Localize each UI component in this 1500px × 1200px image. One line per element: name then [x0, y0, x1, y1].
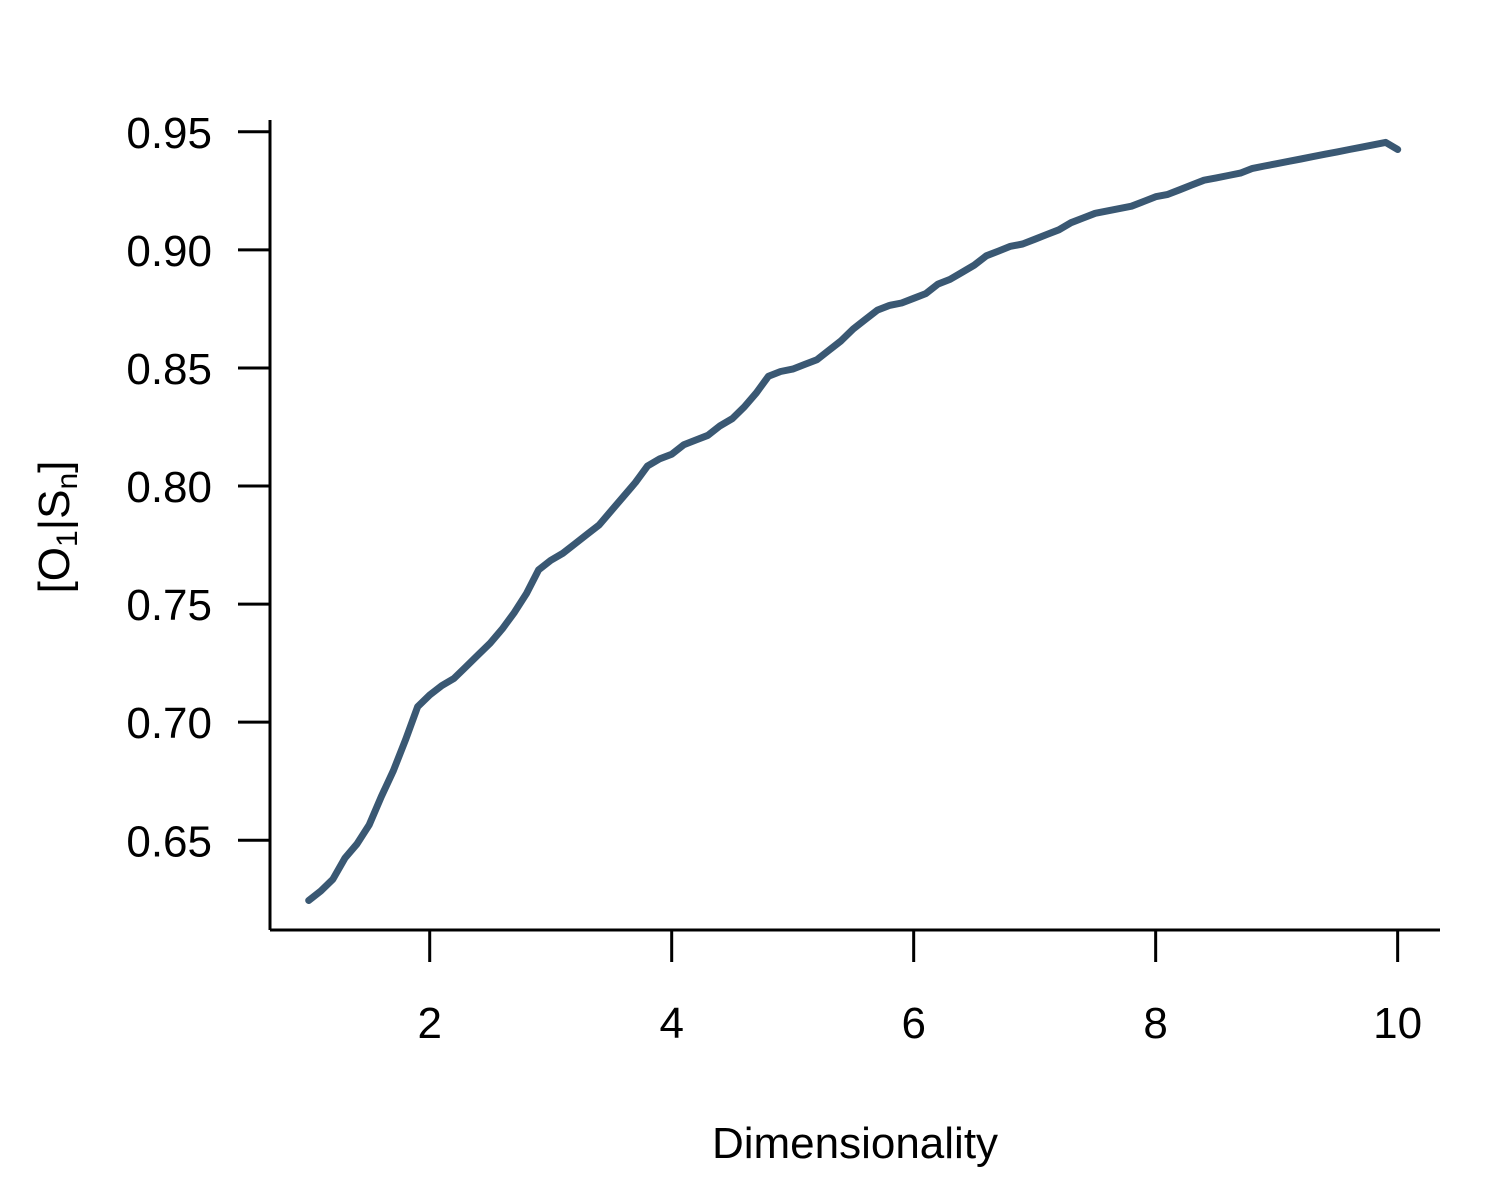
y-axis-title: [O1|Sn]	[30, 461, 84, 594]
x-tick-label: 4	[659, 999, 683, 1048]
y-tick-label: 0.75	[126, 581, 212, 630]
series-line	[305, 138, 1402, 904]
x-tick-label: 2	[417, 999, 441, 1048]
y-tick-label: 0.70	[126, 699, 212, 748]
y-axis-title-sub2: n	[51, 473, 84, 490]
x-tick-label: 6	[901, 999, 925, 1048]
y-tick-label: 0.95	[126, 109, 212, 158]
y-axis-title-sub1: 1	[51, 530, 84, 547]
x-ticks: 2 4 6 8 10	[417, 930, 1422, 1048]
y-tick-label: 0.80	[126, 463, 212, 512]
y-tick-label: 0.90	[126, 227, 212, 276]
series	[305, 138, 1402, 904]
x-tick-label: 10	[1373, 999, 1422, 1048]
x-axis-title: Dimensionality	[712, 1119, 998, 1168]
y-tick-label: 0.65	[126, 817, 212, 866]
y-axis-title-middle: |S	[30, 490, 79, 531]
y-axis-title-suffix: ]	[30, 461, 79, 473]
axes	[268, 120, 1440, 932]
y-ticks: 0.65 0.70 0.75 0.80 0.85 0.90 0.95	[126, 109, 270, 866]
y-axis-title-prefix: [O	[30, 547, 79, 593]
y-tick-label: 0.85	[126, 345, 212, 394]
x-tick-label: 8	[1143, 999, 1167, 1048]
